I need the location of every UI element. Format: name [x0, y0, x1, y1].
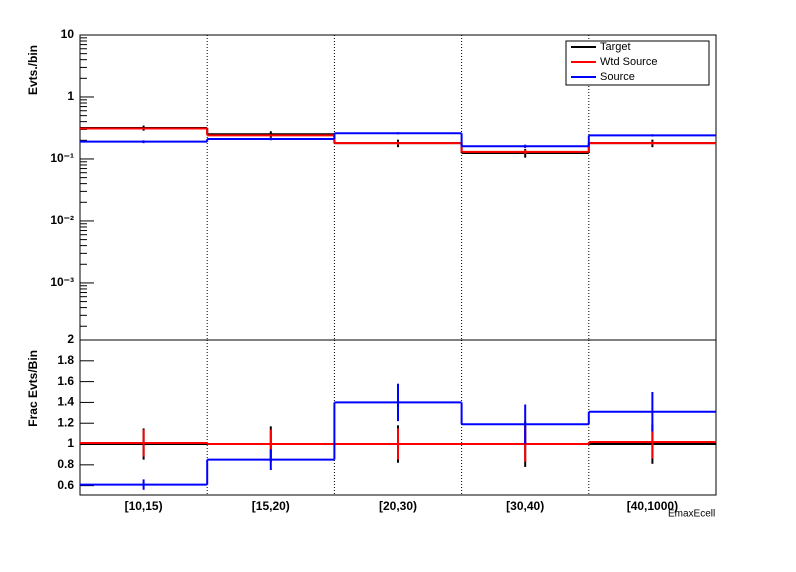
y-axis-title: Evts./bin	[26, 45, 40, 95]
x-axis-title: EmaxEcell	[668, 509, 715, 520]
legend-label: Source	[600, 71, 635, 83]
y-tick-label: 1.4	[57, 395, 74, 409]
frame	[79, 339, 717, 496]
y-tick-label: 1	[67, 89, 74, 103]
y-tick-label: 10⁻¹	[50, 151, 74, 165]
x-tick-label: [20,30)	[379, 499, 417, 513]
x-tick-label: [10,15)	[125, 499, 163, 513]
y-tick-label: 0.8	[57, 457, 74, 471]
x-tick-label: [15,20)	[252, 499, 290, 513]
y-tick-label: 1.6	[57, 374, 74, 388]
legend-label: Wtd Source	[600, 56, 657, 68]
y-tick-label: 0.6	[57, 478, 74, 492]
y-tick-label: 1.2	[57, 415, 74, 429]
x-tick-label: [40,1000)	[627, 499, 678, 513]
y-axis-title: Frac Evts/Bin	[26, 350, 40, 427]
y-tick-label: 10⁻³	[50, 275, 74, 289]
y-tick-label: 10	[61, 27, 75, 41]
y-tick-label: 1	[67, 436, 74, 450]
y-tick-label: 1.8	[57, 353, 74, 367]
y-tick-label: 10⁻²	[50, 213, 74, 227]
y-tick-label: 2	[67, 332, 74, 346]
legend-label: Target	[600, 41, 631, 53]
x-tick-label: [30,40)	[506, 499, 544, 513]
